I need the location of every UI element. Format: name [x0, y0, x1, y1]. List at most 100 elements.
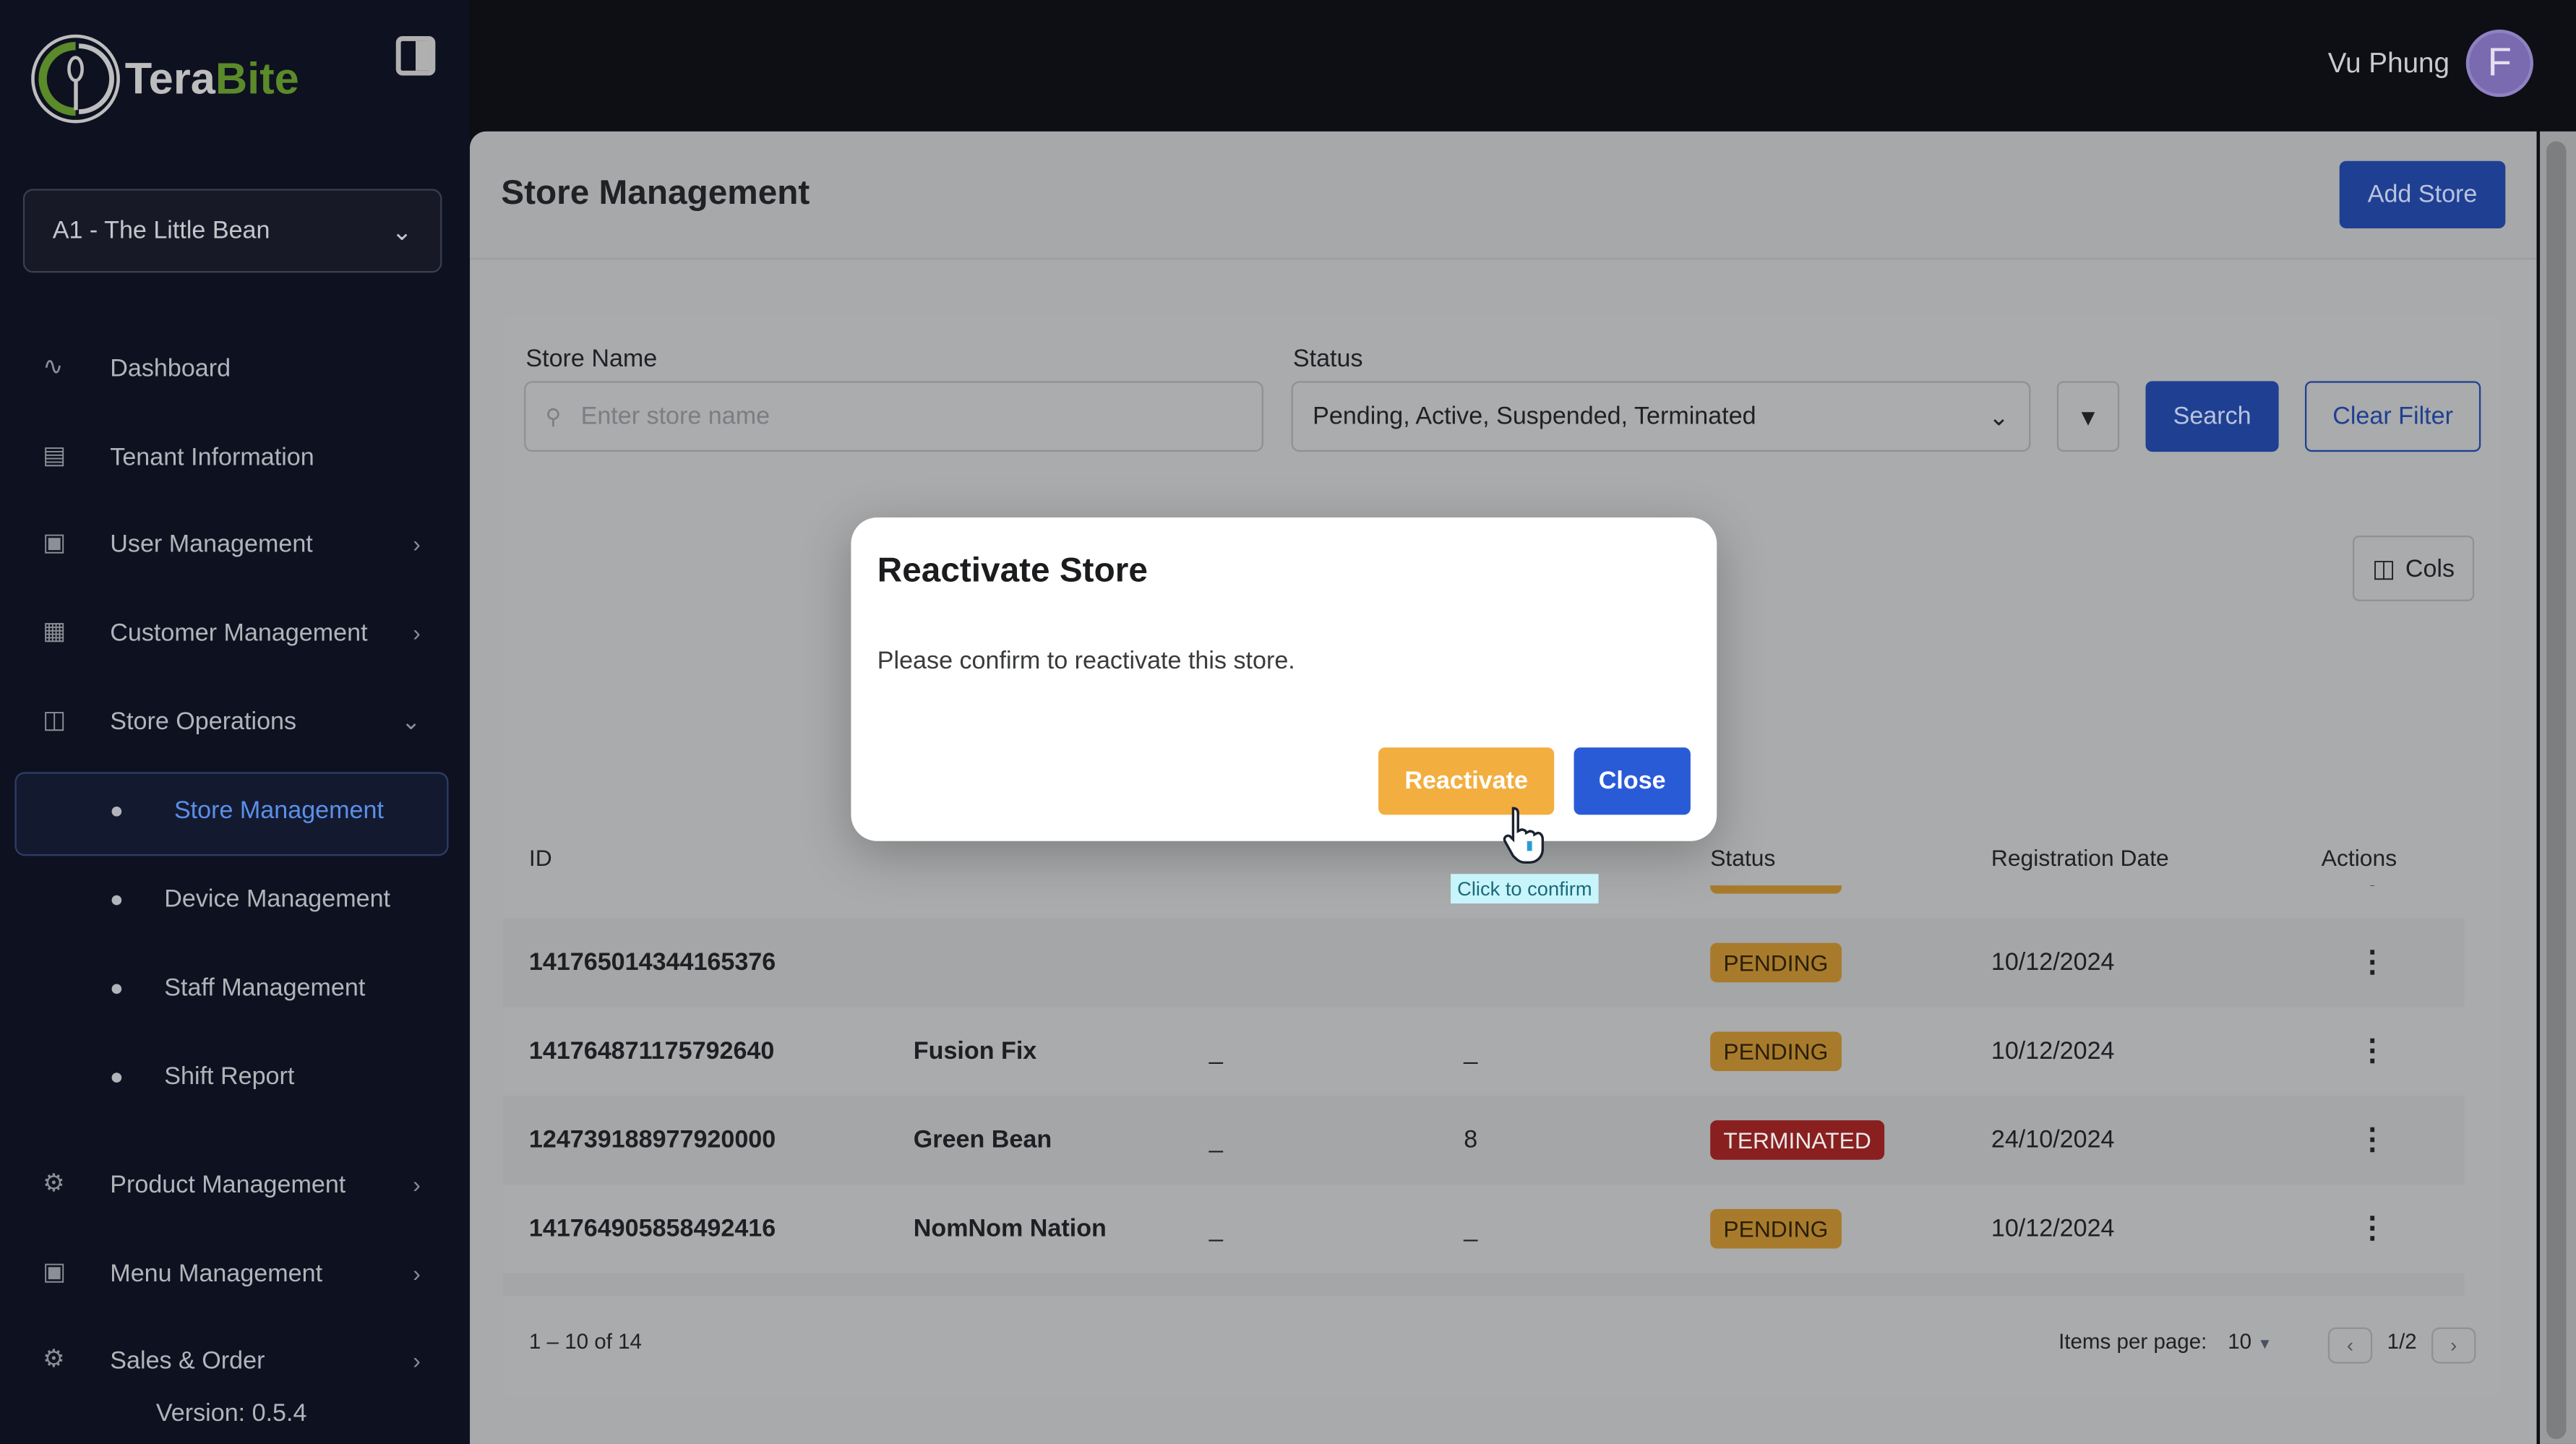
- sidebar-subitem-shift-report[interactable]: Shift Report: [111, 1062, 295, 1091]
- bullet-icon: [111, 805, 122, 816]
- percent-icon: ⚙: [43, 1345, 65, 1374]
- cell-hours: _: [1464, 1037, 1478, 1066]
- sidebar-item-tenant-information[interactable]: ▤ Tenant Information: [43, 440, 421, 473]
- cell-name: Fusion Fix: [913, 1037, 1037, 1066]
- sidebar-subitem-label: Staff Management: [164, 974, 366, 1002]
- sidebar-subitem-label: Device Management: [164, 885, 391, 914]
- more-actions-icon[interactable]: ⋮: [2357, 945, 2387, 979]
- table-row[interactable]: 141764871175792640 Fusion Fix _ _ PENDIN…: [503, 1007, 2465, 1096]
- header-registration-date[interactable]: Registration Date: [1991, 844, 2169, 871]
- sidebar-subitem-label: Shift Report: [164, 1062, 295, 1091]
- cell-hours: 8: [1464, 1126, 1478, 1154]
- header-status[interactable]: Status: [1710, 844, 1776, 871]
- search-icon: ⚲: [545, 403, 562, 429]
- columns-button[interactable]: ◫ Cols: [2352, 535, 2475, 601]
- avatar[interactable]: F: [2465, 29, 2533, 98]
- cell-registration-date: 10/12/2024: [1991, 885, 2115, 888]
- more-actions-icon[interactable]: ⋮: [2357, 1211, 2387, 1245]
- sidebar-item-sales-order[interactable]: ⚙ Sales & Order ›: [43, 1344, 421, 1376]
- user-icon: ▣: [43, 528, 66, 557]
- clear-filter-button[interactable]: Clear Filter: [2305, 381, 2481, 452]
- building-icon: ▤: [43, 442, 66, 470]
- table-row[interactable]: 127653582356149248 NutriNest 91234567 6:…: [502, 1273, 2465, 1297]
- page-title: Store Management: [501, 173, 810, 212]
- sidebar-item-menu-management[interactable]: ▣ Menu Management ›: [43, 1257, 421, 1289]
- cell-id: 141764905858492416: [528, 1214, 776, 1243]
- logo: TeraBite: [30, 33, 299, 124]
- tooltip: Click to confirm: [1451, 874, 1599, 904]
- cell-registration-date: 24/10/2024: [1991, 1126, 2115, 1154]
- dialog-message: Please confirm to reactivate this store.: [877, 647, 1295, 676]
- sidebar-item-customer-management[interactable]: ▦ Customer Management ›: [43, 616, 421, 648]
- sidebar-subitem-label: Store Management: [173, 796, 384, 825]
- columns-icon: ◫: [2371, 555, 2396, 583]
- sidebar-item-user-management[interactable]: ▣ User Management ›: [43, 528, 421, 560]
- chevron-right-icon: ›: [413, 1346, 421, 1374]
- page-indicator: 1/2: [2387, 1328, 2417, 1354]
- status-select-value: Pending, Active, Suspended, Terminated: [1313, 402, 1756, 431]
- sidebar-item-label: User Management: [110, 530, 313, 558]
- reactivate-button[interactable]: Reactivate: [1378, 747, 1555, 815]
- more-actions-icon[interactable]: ⋮: [2357, 1122, 2387, 1156]
- more-actions-icon[interactable]: ⋮: [2357, 1033, 2387, 1067]
- table-row[interactable]: 124739188977920000 Green Bean _ 8 TERMIN…: [502, 1096, 2465, 1185]
- tenant-select[interactable]: A1 - The Little Bean ⌄: [22, 189, 442, 273]
- bullet-icon: [111, 983, 122, 994]
- sidebar-item-label: Customer Management: [110, 618, 368, 647]
- filter-button[interactable]: ▼: [2056, 381, 2120, 452]
- store-name-label: Store Name: [525, 345, 658, 373]
- hand-cursor-icon: [1500, 805, 1555, 872]
- page-scrollbar[interactable]: [2540, 131, 2576, 1444]
- sidebar-toggle-icon[interactable]: [395, 36, 436, 76]
- cell-id: 141764871175792640: [528, 1037, 775, 1066]
- page-header: Store Management Add Store: [470, 131, 2537, 260]
- store-name-input[interactable]: ⚲ Enter store name: [524, 381, 1263, 452]
- search-button[interactable]: Search: [2145, 381, 2279, 452]
- sidebar-item-label: Product Management: [110, 1170, 346, 1199]
- prev-page-button[interactable]: ‹: [2327, 1327, 2373, 1364]
- status-select[interactable]: Pending, Active, Suspended, Terminated ⌄: [1291, 381, 2031, 452]
- sidebar-subitem-staff-management[interactable]: Staff Management: [111, 974, 366, 1002]
- chevron-right-icon: ›: [2450, 1333, 2457, 1357]
- tenant-select-value: A1 - The Little Bean: [52, 217, 270, 245]
- sidebar-item-store-operations[interactable]: ◫ Store Operations ⌄: [43, 705, 421, 737]
- add-store-button[interactable]: Add Store: [2339, 160, 2506, 228]
- sidebar-item-product-management[interactable]: ⚙ Product Management ›: [43, 1168, 421, 1200]
- header-id[interactable]: ID: [528, 844, 552, 871]
- status-label: Status: [1292, 345, 1363, 373]
- cell-registration-date: 10/12/2024: [1991, 1037, 2115, 1066]
- cell-phone: _: [1208, 1214, 1223, 1243]
- next-page-button[interactable]: ›: [2431, 1327, 2476, 1364]
- cell-hours: _: [1464, 1214, 1478, 1243]
- page-scrollbar-thumb[interactable]: [2546, 141, 2567, 1440]
- table-row[interactable]: 141765196003665920 PENDING 10/12/2024 ⋮: [503, 885, 2465, 918]
- chevron-right-icon: ›: [413, 530, 421, 557]
- cell-registration-date: 10/12/2024: [1991, 948, 2115, 977]
- bullet-icon: [111, 894, 122, 905]
- table-row[interactable]: 141765014344165376 PENDING 10/12/2024 ⋮: [502, 918, 2465, 1007]
- more-actions-icon[interactable]: ⋮: [2358, 885, 2387, 891]
- filter-icon: ▼: [2077, 403, 2100, 430]
- cell-id: 124739188977920000: [528, 1126, 776, 1154]
- table-row[interactable]: 141764905858492416 NomNom Nation _ _ PEN…: [503, 1185, 2465, 1273]
- sidebar-subitem-device-management[interactable]: Device Management: [111, 885, 391, 914]
- chevron-right-icon: ›: [413, 1171, 421, 1198]
- close-button[interactable]: Close: [1573, 747, 1691, 815]
- user-name: Vu Phung: [2327, 46, 2450, 78]
- store-icon: ◫: [43, 706, 66, 735]
- sidebar-subitem-store-management[interactable]: Store Management: [111, 796, 384, 825]
- columns-label: Cols: [2405, 554, 2455, 583]
- sidebar-item-label: Dashboard: [110, 353, 231, 382]
- user-menu[interactable]: Vu Phung F: [2327, 29, 2533, 98]
- gear-icon: ⚙: [43, 1169, 65, 1198]
- items-per-page-select[interactable]: 10 ▼: [2228, 1329, 2272, 1354]
- chevron-left-icon: ‹: [2346, 1333, 2354, 1357]
- caret-down-icon: ▼: [2257, 1335, 2272, 1352]
- sidebar: TeraBite A1 - The Little Bean ⌄ ∿ Dashboar…: [0, 0, 471, 1444]
- sidebar-item-dashboard[interactable]: ∿ Dashboard: [43, 351, 421, 384]
- bullet-icon: [111, 1072, 122, 1082]
- store-table-card: Store Name ⚲ Enter store name Status Pend…: [502, 314, 2501, 1398]
- chevron-down-icon: ⌄: [401, 707, 421, 734]
- header-actions: Actions: [2321, 844, 2397, 871]
- cell-id: 141765014344165376: [528, 948, 776, 977]
